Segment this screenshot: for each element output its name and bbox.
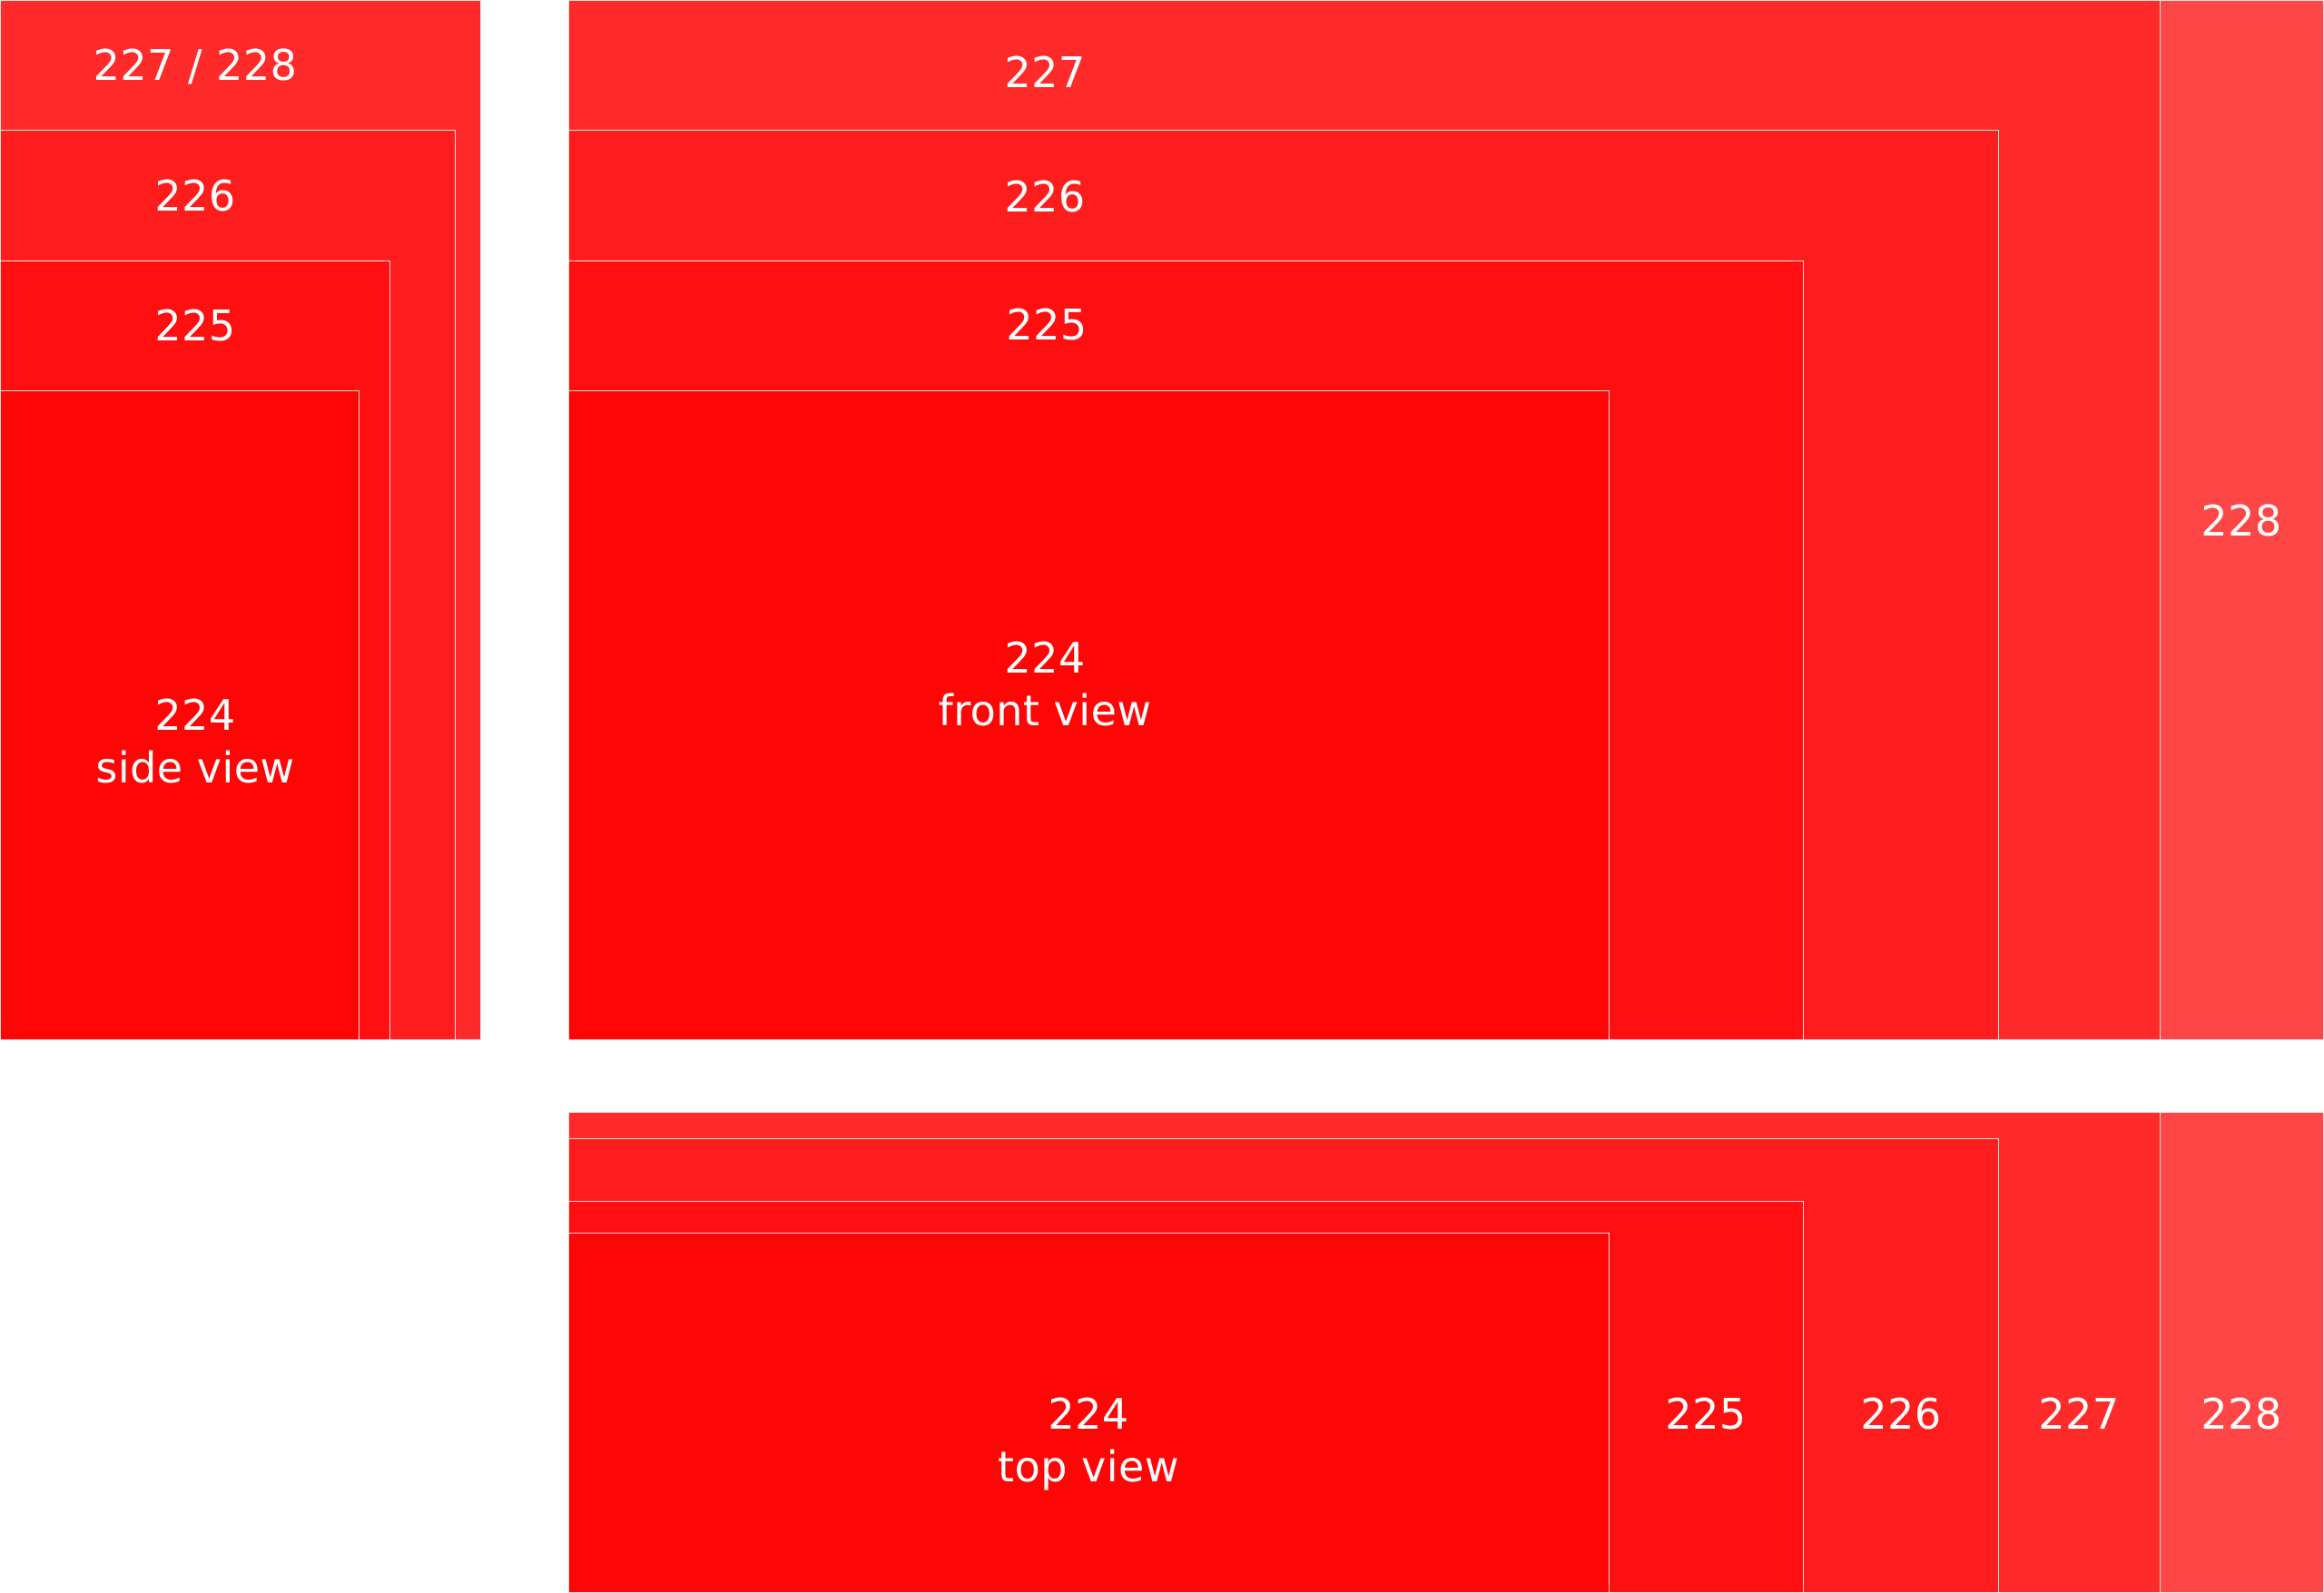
front-view-225-label: 225 — [1006, 300, 1088, 349]
top-view-caption: top view — [998, 1442, 1179, 1491]
side-view-224-label: 224 side view — [95, 689, 294, 794]
top-view-225-label: 225 — [1665, 1390, 1747, 1439]
top-view-226-label: 226 — [1860, 1390, 1942, 1439]
front-view-228-label: 228 — [2201, 497, 2282, 546]
side-view-224-number: 224 — [154, 691, 236, 740]
top-view-227-label: 227 — [2038, 1390, 2120, 1439]
side-view-225-label: 225 — [154, 301, 236, 350]
front-view-caption: front view — [938, 686, 1152, 735]
top-view-224-number: 224 — [1048, 1390, 1129, 1439]
front-view-224-number: 224 — [1004, 634, 1086, 683]
front-view-227-label: 227 — [1004, 48, 1086, 97]
side-view-224-region — [0, 390, 359, 1040]
front-view-224-region — [568, 390, 1610, 1040]
side-view-caption: side view — [95, 743, 295, 792]
top-view-224-region — [568, 1233, 1610, 1593]
top-view-224-label: 224 top view — [998, 1388, 1179, 1493]
front-view-224-label: 224 front view — [939, 632, 1152, 737]
front-view-226-label: 226 — [1004, 172, 1086, 221]
side-view-227-228-label: 227 / 228 — [93, 41, 298, 90]
top-view-228-label: 228 — [2201, 1390, 2282, 1439]
side-view-226-label: 226 — [154, 172, 236, 221]
